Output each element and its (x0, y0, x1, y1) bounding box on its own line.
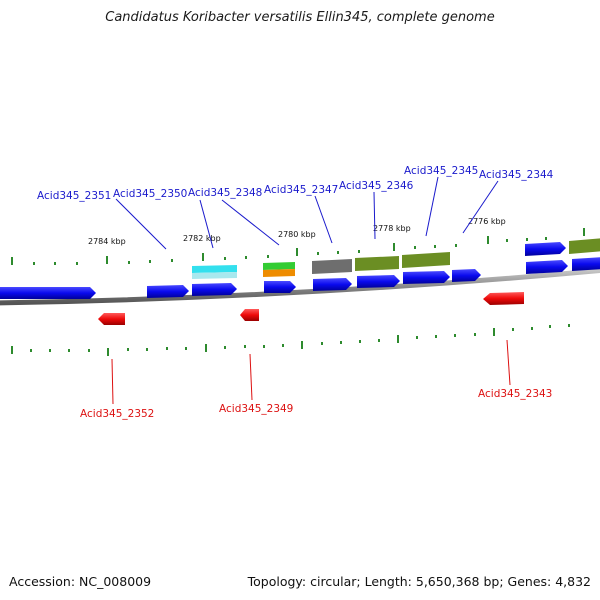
gene-arrow[interactable] (98, 313, 125, 325)
gene-arrow[interactable] (147, 285, 189, 298)
cog-block-gray (312, 259, 352, 274)
gene-label-acid345-2343[interactable]: Acid345_2343 (478, 388, 552, 400)
gene-arrow[interactable] (240, 309, 259, 321)
scale-label: 2776 kbp (468, 217, 506, 226)
gene-arrow[interactable] (483, 292, 524, 305)
page-title: Candidatus Koribacter versatilis Ellin34… (105, 10, 495, 25)
gene-arrow[interactable] (403, 271, 450, 284)
inner-tick-row (11, 324, 570, 356)
gene-label-acid345-2348[interactable]: Acid345_2348 (188, 187, 262, 199)
cog-block-green-orange (263, 262, 295, 277)
scale-label: 2778 kbp (373, 224, 411, 233)
scale-label: 2782 kbp (183, 234, 221, 243)
cog-block-olive (355, 256, 399, 271)
gene-arrow[interactable] (0, 287, 96, 299)
gene-arrow[interactable] (264, 281, 296, 293)
gene-label-acid345-2347[interactable]: Acid345_2347 (264, 184, 338, 196)
gene-arrow[interactable] (526, 260, 568, 274)
gene-label-acid345-2350[interactable]: Acid345_2350 (113, 188, 187, 200)
cog-block-cyan (192, 265, 237, 279)
gene-label-acid345-2345[interactable]: Acid345_2345 (404, 165, 478, 177)
cog-block-olive (402, 252, 450, 268)
genome-summary-text: Topology: circular; Length: 5,650,368 bp… (247, 574, 591, 589)
outer-tick-row (11, 228, 585, 265)
gene-arrow[interactable] (572, 257, 600, 271)
accession-text: Accession: NC_008009 (9, 574, 152, 589)
gene-arrow[interactable] (357, 275, 400, 288)
gene-label-acid345-2344[interactable]: Acid345_2344 (479, 169, 554, 181)
scale-label: 2780 kbp (278, 230, 316, 239)
gene-label-acid345-2349[interactable]: Acid345_2349 (219, 403, 293, 415)
cog-block-olive (569, 238, 600, 254)
gene-arrow[interactable] (452, 269, 481, 282)
gene-arrow[interactable] (192, 283, 237, 296)
plus-strand-genes (0, 242, 600, 299)
gene-arrow[interactable] (313, 278, 352, 291)
label-leaders (111, 176, 511, 405)
gene-arrow[interactable] (525, 242, 566, 256)
genome-backbone (0, 267, 600, 306)
minus-strand-genes (98, 292, 524, 325)
gene-label-acid345-2352[interactable]: Acid345_2352 (80, 408, 154, 420)
gene-label-acid345-2346[interactable]: Acid345_2346 (339, 180, 414, 192)
gene-label-acid345-2351[interactable]: Acid345_2351 (37, 190, 111, 202)
scale-label: 2784 kbp (88, 237, 126, 246)
